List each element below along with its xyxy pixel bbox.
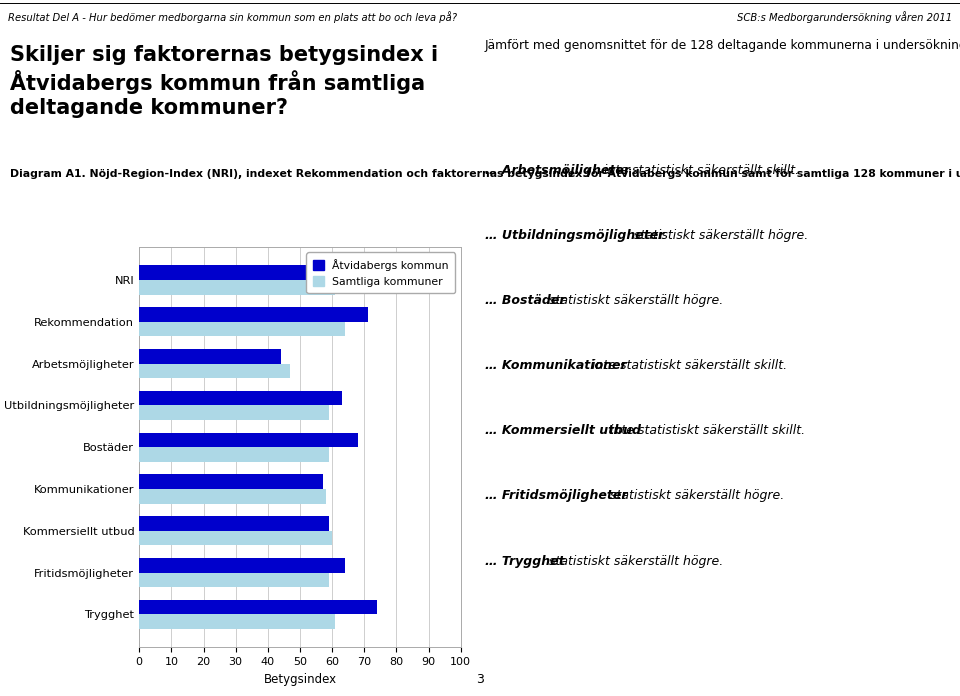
Text: … Utbildningsmöjligheter statistiskt säkerställt högre.: … Utbildningsmöjligheter statistiskt säk… xyxy=(485,229,822,242)
Text: … Kommunikationer inte statistiskt säkerställt skillt.: … Kommunikationer inte statistiskt säker… xyxy=(485,359,811,372)
Bar xyxy=(139,390,342,405)
Bar xyxy=(139,516,329,531)
Text: … Arbetsmöjligheter: … Arbetsmöjligheter xyxy=(485,164,630,177)
Text: Skiljer sig faktorernas betygsindex i
Åtvidabergs kommun från samtliga
deltagand: Skiljer sig faktorernas betygsindex i Åt… xyxy=(10,45,438,118)
Text: statistiskt säkerställt högre.: statistiskt säkerställt högre. xyxy=(545,555,724,567)
Text: … Bostäder: … Bostäder xyxy=(485,294,565,307)
Text: … Bostäder statistiskt säkerställt högre.: … Bostäder statistiskt säkerställt högre… xyxy=(485,294,735,307)
Text: Resultat Del A - Hur bedömer medborgarna sin kommun som en plats att bo och leva: Resultat Del A - Hur bedömer medborgarna… xyxy=(8,11,457,24)
Bar xyxy=(139,405,329,420)
Text: … Trygghet statistiskt säkerställt högre.: … Trygghet statistiskt säkerställt högre… xyxy=(485,555,735,567)
Text: … Fritidsmöjligheter: … Fritidsmöjligheter xyxy=(485,489,627,503)
Bar xyxy=(139,322,345,336)
Text: 3: 3 xyxy=(476,672,484,686)
Bar xyxy=(139,615,335,629)
Bar xyxy=(139,531,332,546)
Bar xyxy=(139,432,358,448)
Text: SCB:s Medborgarundersökning våren 2011: SCB:s Medborgarundersökning våren 2011 xyxy=(737,11,952,24)
Text: Jämfört med genomsnittet för de 128 deltagande kommunerna i undersökningsomgånga: Jämfört med genomsnittet för de 128 delt… xyxy=(485,38,960,52)
Text: … Fritidsmöjligheter statistiskt säkerställt högre.: … Fritidsmöjligheter statistiskt säkerst… xyxy=(485,489,790,503)
Text: statistiskt säkerställt högre.: statistiskt säkerställt högre. xyxy=(606,489,784,503)
Bar xyxy=(139,573,329,587)
Bar xyxy=(139,489,325,504)
Bar xyxy=(139,363,290,378)
Bar xyxy=(139,475,323,489)
X-axis label: Betygsindex: Betygsindex xyxy=(263,672,337,686)
Text: Diagram A1. Nöjd-Region-Index (NRI), indexet Rekommendation och faktorernas bety: Diagram A1. Nöjd-Region-Index (NRI), ind… xyxy=(10,167,960,179)
Text: … Kommersiellt utbud inte statistiskt säkerställt skillt.: … Kommersiellt utbud inte statistiskt sä… xyxy=(485,425,823,437)
Text: … Arbetsmöjligheter inte statistiskt säkerställt skillt.: … Arbetsmöjligheter inte statistiskt säk… xyxy=(485,164,812,177)
Text: statistiskt säkerställt högre.: statistiskt säkerställt högre. xyxy=(545,294,724,307)
Text: … Kommunikationer: … Kommunikationer xyxy=(485,359,627,372)
Text: statistiskt säkerställt högre.: statistiskt säkerställt högre. xyxy=(630,229,808,242)
Text: … Trygghet: … Trygghet xyxy=(485,555,564,567)
Bar xyxy=(139,558,345,573)
Bar xyxy=(139,307,368,322)
Bar xyxy=(139,265,348,280)
Legend: Åtvidabergs kommun, Samtliga kommuner: Åtvidabergs kommun, Samtliga kommuner xyxy=(306,253,455,294)
Bar xyxy=(139,600,377,615)
Text: … Kommersiellt utbud: … Kommersiellt utbud xyxy=(485,425,641,437)
Text: inte statistiskt säkerställt skillt.: inte statistiskt säkerställt skillt. xyxy=(588,359,787,372)
Bar xyxy=(139,280,335,294)
Text: inte statistiskt säkerställt skillt.: inte statistiskt säkerställt skillt. xyxy=(600,164,799,177)
Text: inte statistiskt säkerställt skillt.: inte statistiskt säkerställt skillt. xyxy=(606,425,805,437)
Text: … Utbildningsmöjligheter: … Utbildningsmöjligheter xyxy=(485,229,664,242)
Bar xyxy=(139,349,280,363)
Bar xyxy=(139,448,329,462)
